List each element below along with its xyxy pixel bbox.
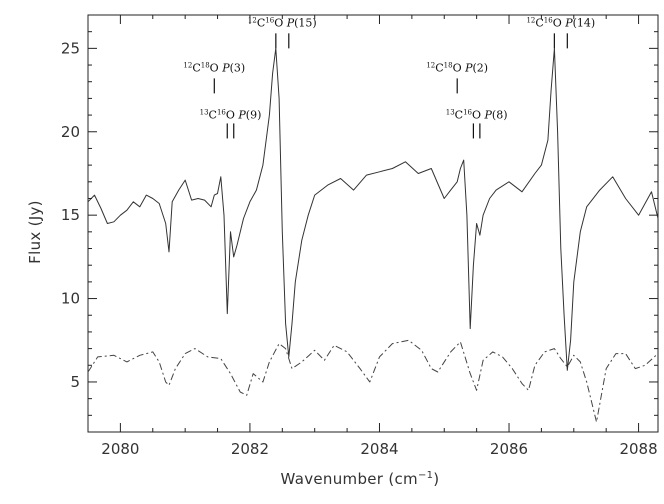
x-tick-label: 2086 bbox=[490, 440, 528, 458]
line-annotation: 13C16O P(8) bbox=[446, 108, 508, 139]
x-tick-label: 2084 bbox=[360, 440, 398, 458]
y-tick-label: 15 bbox=[61, 206, 80, 224]
line-annotation: 13C16O P(9) bbox=[200, 108, 262, 139]
y-tick-label: 5 bbox=[70, 373, 80, 391]
plot-area bbox=[87, 14, 659, 433]
x-tick-label: 2080 bbox=[101, 440, 139, 458]
annotation-layer: 12C18O P(3) 13C16O P(9) 12C16O P(15) 12C18O… bbox=[183, 17, 595, 139]
annotation-label: 12C18O P(2) bbox=[426, 62, 488, 75]
line-annotation: 12C18O P(3) bbox=[183, 62, 245, 94]
annotation-label: 12C18O P(3) bbox=[183, 62, 245, 75]
x-tick-label: 2088 bbox=[619, 440, 657, 458]
plot-frame bbox=[87, 14, 659, 433]
model-spectrum-line bbox=[87, 339, 659, 423]
annotation-label: 12C16O P(15) bbox=[248, 17, 317, 30]
x-tick-label: 2082 bbox=[231, 440, 269, 458]
x-axis-title: Wavenumber (cm−1) bbox=[281, 470, 440, 488]
observed-spectrum-line bbox=[87, 47, 659, 371]
line-annotation: 12C16O P(14) bbox=[526, 17, 595, 49]
y-axis-title: Flux (Jy) bbox=[26, 200, 44, 264]
tick-layer: 2080 2082 2084 2086 2088 5 10 15 20 25 bbox=[61, 14, 658, 458]
y-tick-label: 20 bbox=[61, 123, 80, 141]
annotation-label: 13C16O P(8) bbox=[446, 108, 508, 121]
line-annotation: 12C16O P(15) bbox=[248, 17, 317, 49]
line-annotation: 12C18O P(2) bbox=[426, 62, 488, 94]
y-tick-label: 10 bbox=[61, 290, 80, 308]
annotation-label: 13C16O P(9) bbox=[200, 108, 262, 121]
series-layer bbox=[87, 47, 659, 423]
y-tick-label: 25 bbox=[61, 39, 80, 57]
annotation-label: 12C16O P(14) bbox=[526, 17, 595, 30]
